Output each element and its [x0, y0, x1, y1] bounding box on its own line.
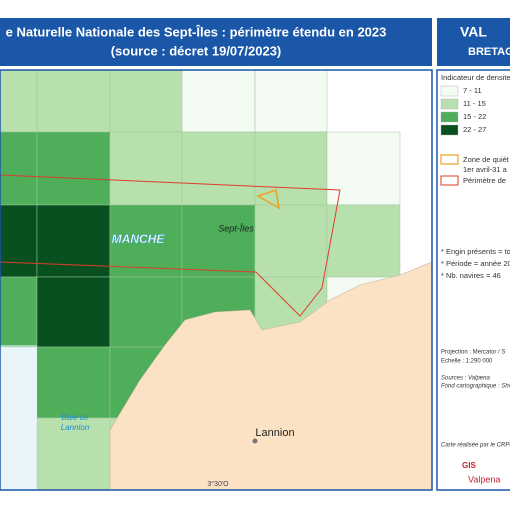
info: Sources : Valpena	[441, 376, 490, 382]
legend-frame	[436, 69, 510, 491]
legend-label: 22 - 27	[463, 125, 486, 134]
density-cell	[326, 131, 401, 206]
title-line: (source : décret 19/07/2023)	[111, 43, 282, 58]
info: Echelle : 1:290 000	[441, 359, 493, 365]
title-line: e Naturelle Nationale des Sept-Îles : pé…	[6, 24, 387, 39]
org-banner	[437, 18, 510, 66]
land	[109, 261, 433, 491]
density-cell	[181, 69, 256, 133]
sea-label: MANCHE	[112, 232, 166, 246]
legend-label: 7 - 11	[463, 86, 482, 95]
perimeter	[0, 174, 341, 317]
org-line: BRETAG	[468, 46, 510, 58]
legend-zone-swatch	[440, 154, 459, 165]
density-cell	[109, 131, 183, 206]
map-frame	[0, 69, 433, 491]
density-cell	[109, 69, 183, 133]
density-cell	[36, 346, 111, 419]
note: * Nb. navires = 46	[441, 271, 501, 280]
legend-title: Indicateur de densite	[441, 73, 510, 82]
density-cell	[36, 131, 111, 206]
undefined: Périmètre de	[463, 176, 506, 185]
town-marker	[252, 438, 258, 444]
legend-label: 1er avril-31 a	[463, 165, 508, 174]
coast-west	[0, 345, 37, 490]
legend-perimeter-swatch	[440, 175, 459, 186]
islands-label: Sept-Îles	[218, 223, 254, 233]
note: * Engin présents = to	[441, 247, 510, 256]
density-cell	[0, 204, 38, 278]
longitude-label: 3°30'O	[207, 480, 229, 488]
density-cell	[254, 69, 328, 133]
bay-label: Baie de	[61, 413, 89, 422]
density-cell	[254, 204, 328, 278]
legend: Indicateur de densite 7 - 11 11 - 15 15 - 2…	[440, 73, 510, 484]
town-label: Lannion	[255, 427, 294, 439]
note: * Période = année 20	[441, 259, 510, 268]
legend-swatch	[440, 124, 459, 136]
quiet-zone	[256, 189, 280, 210]
org-line: VAL	[460, 24, 487, 40]
density-cell	[0, 69, 38, 133]
legend-swatch	[440, 111, 459, 123]
legend-label: Zone de quiét	[463, 155, 510, 164]
density-cell	[109, 276, 183, 348]
info: Carte réalisée par le CRPM	[441, 443, 510, 449]
density-cell	[181, 131, 256, 206]
density-cell	[36, 69, 111, 133]
legend-swatch	[440, 98, 459, 110]
title-banner	[0, 18, 432, 66]
logo: GIS	[462, 461, 476, 470]
density-cell	[0, 276, 38, 348]
info: Fond cartographique : Sho	[441, 384, 510, 390]
density-cell	[326, 204, 401, 278]
logo: Valpena	[468, 474, 500, 484]
density-cell	[181, 204, 256, 278]
legend-swatch	[440, 85, 459, 97]
density-cell	[36, 276, 111, 348]
density-cell	[0, 131, 38, 206]
legend-label: 11 - 15	[463, 99, 486, 108]
info: Projection : Mercator / S	[441, 350, 505, 356]
bay-label: Lannion	[61, 423, 90, 432]
legend-label: 15 - 22	[463, 112, 486, 121]
